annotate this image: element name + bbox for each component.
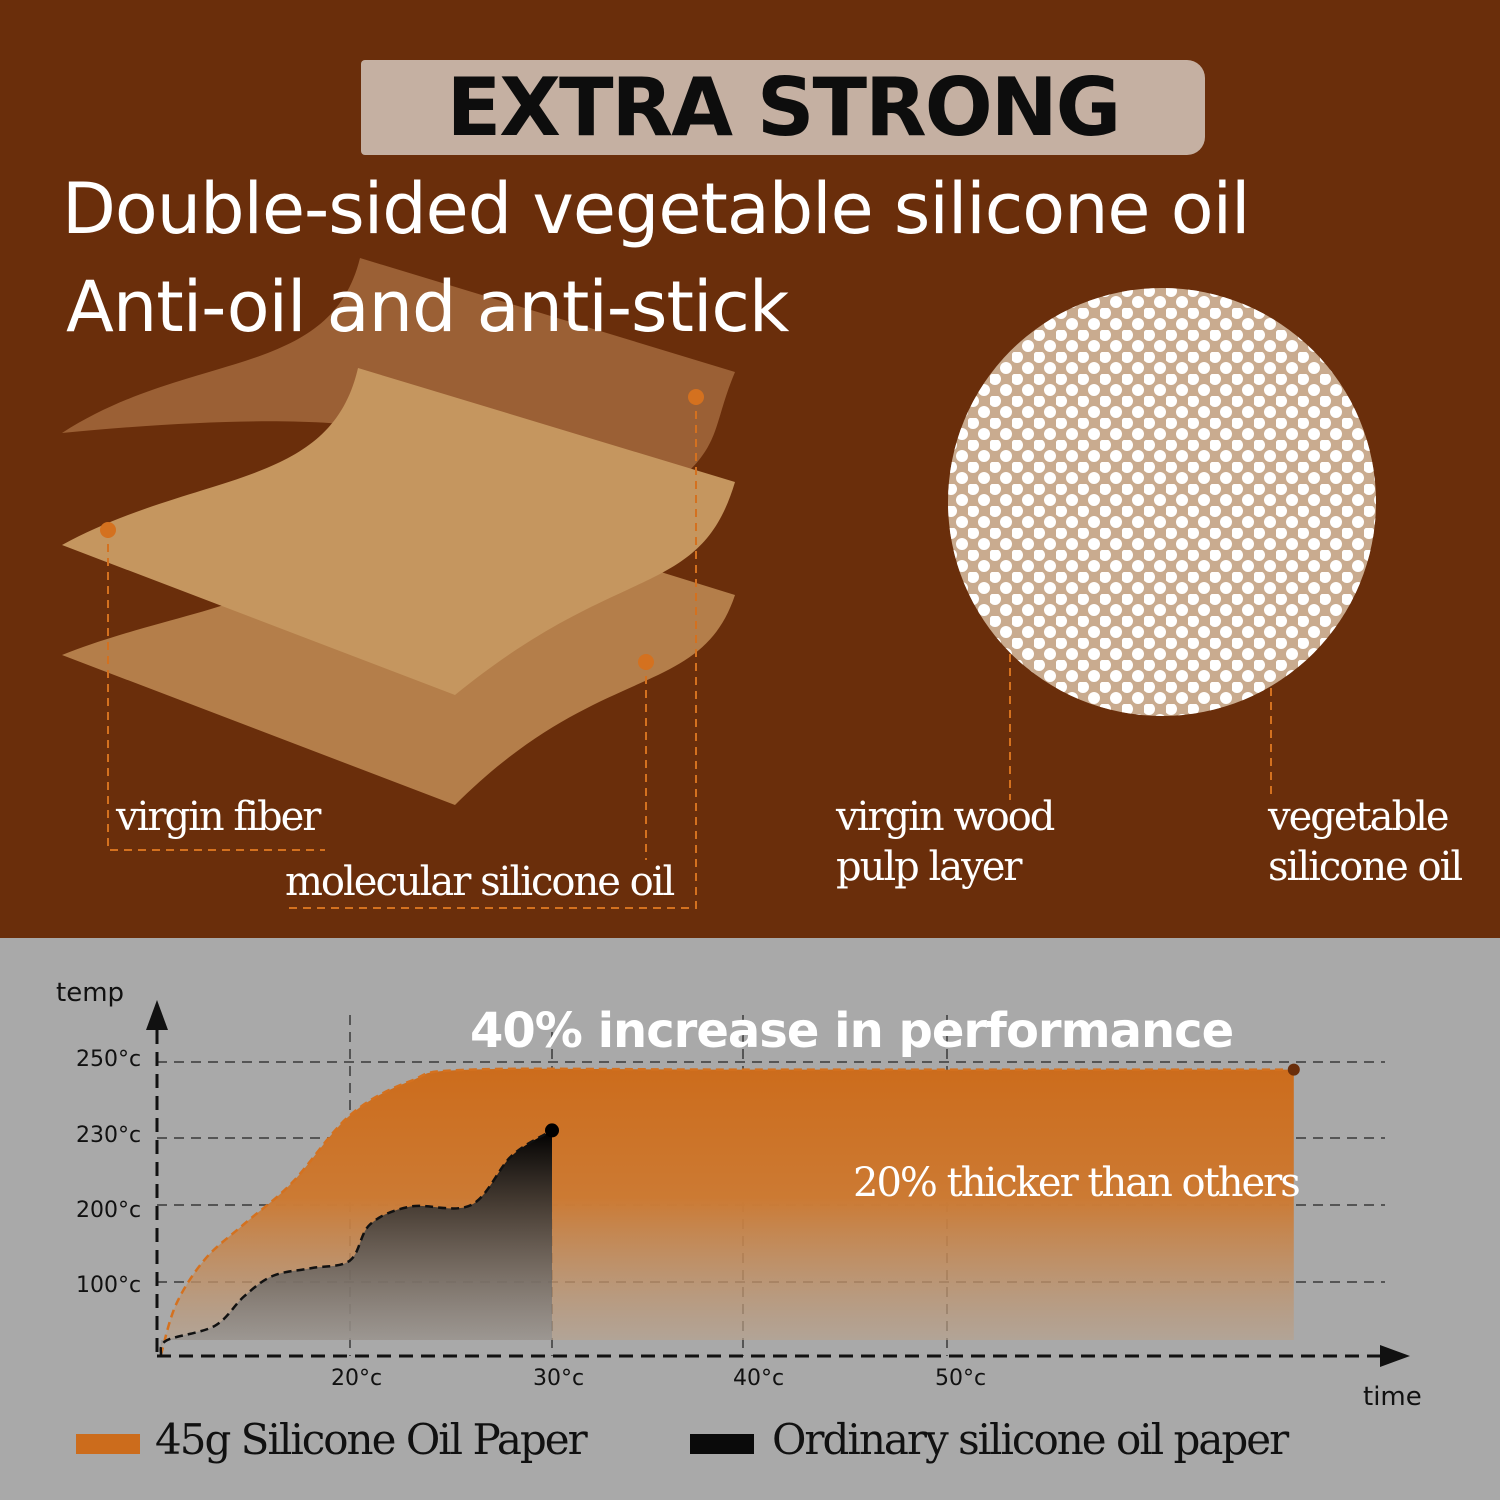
y-tick-label: 100°c (76, 1273, 142, 1298)
leader-lines (107, 397, 1272, 909)
x-axis-label: time (1363, 1382, 1422, 1412)
label-virgin-wood: virgin wood (836, 794, 1055, 840)
middle-paper-sheet (62, 368, 735, 695)
x-tick-label: 20°c (331, 1366, 383, 1391)
label-silicone-oil: silicone oil (1268, 844, 1463, 890)
series-line-1 (159, 1129, 553, 1356)
x-axis-arrow (1380, 1345, 1410, 1367)
x-tick-label: 40°c (733, 1366, 785, 1391)
y-axis-label: temp (56, 978, 125, 1008)
legend-swatch-black (690, 1434, 754, 1454)
label-molecular-silicone-oil: molecular silicone oil (285, 859, 675, 905)
axes (155, 1030, 1380, 1358)
leader-dot (100, 522, 116, 538)
leader-dot (638, 654, 654, 670)
label-virgin-fiber: virgin fiber (116, 794, 321, 840)
banner-text: EXTRA STRONG (446, 61, 1122, 154)
series-endpoint-1 (545, 1123, 559, 1138)
y-tick-label: 200°c (76, 1198, 142, 1223)
series-line-0 (159, 1067, 1294, 1356)
y-axis-arrow (146, 1000, 168, 1030)
legend-label-45g: 45g Silicone Oil Paper (155, 1415, 588, 1464)
x-tick-label: 50°c (935, 1366, 987, 1391)
chart-annotation: 20% thicker than others (853, 1160, 1301, 1206)
banner: EXTRA STRONG (361, 60, 1205, 155)
chart-title: 40% increase in performance (470, 1003, 1234, 1059)
series-endpoint-0 (1287, 1063, 1300, 1076)
series-area-1 (160, 1130, 552, 1355)
x-tick-label: 30°c (533, 1366, 585, 1391)
y-tick-label: 250°c (76, 1047, 142, 1072)
layers-illustration (62, 258, 1376, 909)
label-vegetable: vegetable (1268, 794, 1450, 840)
headline-1: Double-sided vegetable silicone oil (62, 168, 1250, 250)
leader-dot (688, 389, 704, 405)
y-tick-label: 230°c (76, 1123, 142, 1148)
headline-2: Anti-oil and anti-stick (66, 266, 789, 348)
legend-swatch-orange (76, 1434, 140, 1454)
top-paper-sheet (62, 258, 735, 470)
legend-label-ordinary: Ordinary silicone oil paper (772, 1415, 1289, 1464)
microstructure-dots (948, 288, 1376, 716)
label-pulp-layer: pulp layer (836, 844, 1023, 890)
